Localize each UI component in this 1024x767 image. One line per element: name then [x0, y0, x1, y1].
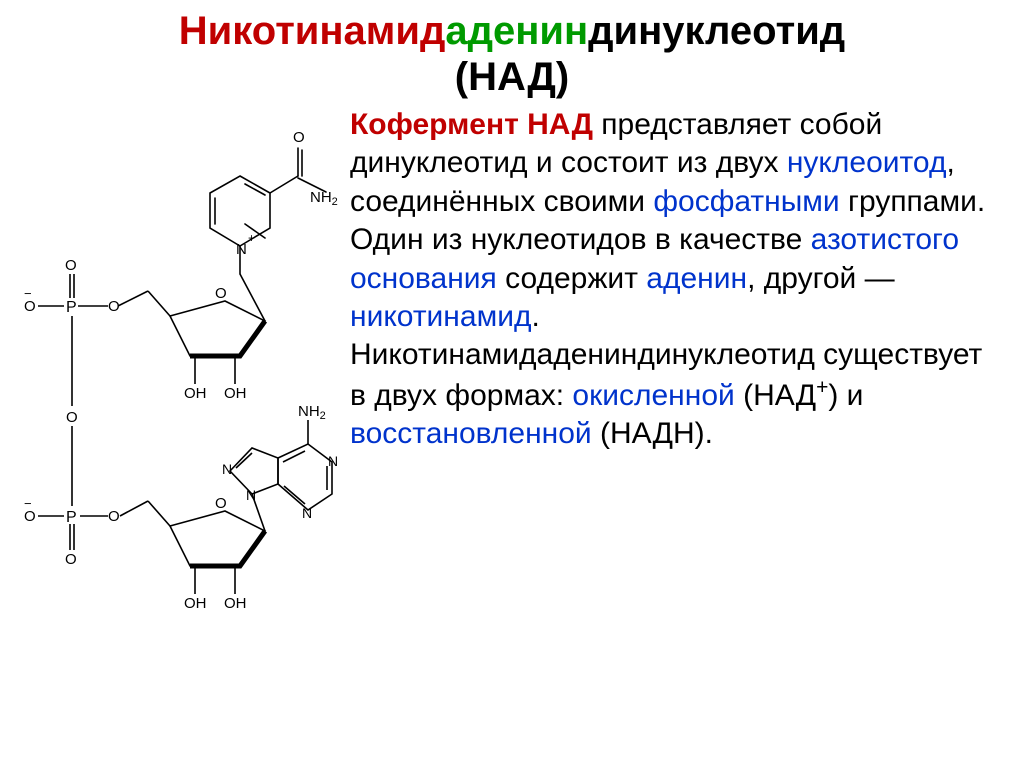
label-adenine-n1: N — [328, 453, 338, 469]
body-segment: + — [816, 376, 828, 399]
label-adenine-n7: N — [222, 461, 232, 477]
body-segment: Кофермент НАД — [350, 108, 593, 141]
label-o-bridge: O — [66, 409, 78, 426]
label-o-carbonyl: O — [293, 129, 305, 146]
label-nh2-amide: NH2 — [310, 189, 338, 208]
nad-structure-diagram: O NH2 N + O — [20, 106, 340, 726]
label-oh1b: OH — [224, 385, 247, 402]
label-p1-minus: − — [24, 286, 32, 301]
label-oh2b: OH — [224, 595, 247, 612]
body-segment: (НАДН). — [592, 417, 713, 450]
label-nh2-adenine: NH2 — [298, 403, 326, 422]
body-segment: нуклеоитод — [787, 146, 947, 179]
body-segment: , другой — — [747, 262, 895, 295]
label-oh1a: OH — [184, 385, 207, 402]
label-adenine-n3: N — [302, 505, 312, 521]
title-part-dinucleotide: динуклеотид — [588, 9, 845, 53]
label-n-plus: + — [248, 231, 255, 245]
body-segment: никотинамид — [350, 300, 531, 333]
label-n-pyridinium: N — [236, 241, 247, 258]
body-segment: фосфатными — [653, 185, 839, 218]
body-segment: окисленной — [572, 379, 734, 412]
body-segment: аденин — [646, 262, 747, 295]
label-o-link2: O — [108, 508, 120, 525]
body-text: Кофермент НАД представляет собой динукле… — [350, 106, 1004, 726]
label-p2-o-double: O — [65, 551, 77, 568]
title-abbrev: (НАД) — [455, 55, 569, 99]
label-p1: P — [66, 299, 77, 316]
body-segment: содержит — [497, 262, 646, 295]
label-p2-minus: − — [24, 496, 32, 511]
label-p1-o-double: O — [65, 257, 77, 274]
body-segment: (НАД — [735, 379, 816, 412]
body-segment: ) и — [828, 379, 863, 412]
title-part-adenine: аденин — [445, 9, 588, 53]
label-p2: P — [66, 509, 77, 526]
body-segment: восстановленной — [350, 417, 592, 450]
label-adenine-n9: N — [246, 487, 256, 503]
content-row: O NH2 N + O — [20, 106, 1004, 726]
label-ribose1-o: O — [215, 285, 227, 302]
label-oh2a: OH — [184, 595, 207, 612]
nad-svg: O NH2 N + O — [20, 106, 340, 726]
slide: Никотинамидадениндинуклеотид (НАД) — [0, 0, 1024, 767]
title-part-nicotinamide: Никотинамид — [179, 9, 446, 53]
label-ribose2-o: O — [215, 495, 227, 512]
label-o-link1: O — [108, 298, 120, 315]
slide-title: Никотинамидадениндинуклеотид (НАД) — [20, 8, 1004, 100]
